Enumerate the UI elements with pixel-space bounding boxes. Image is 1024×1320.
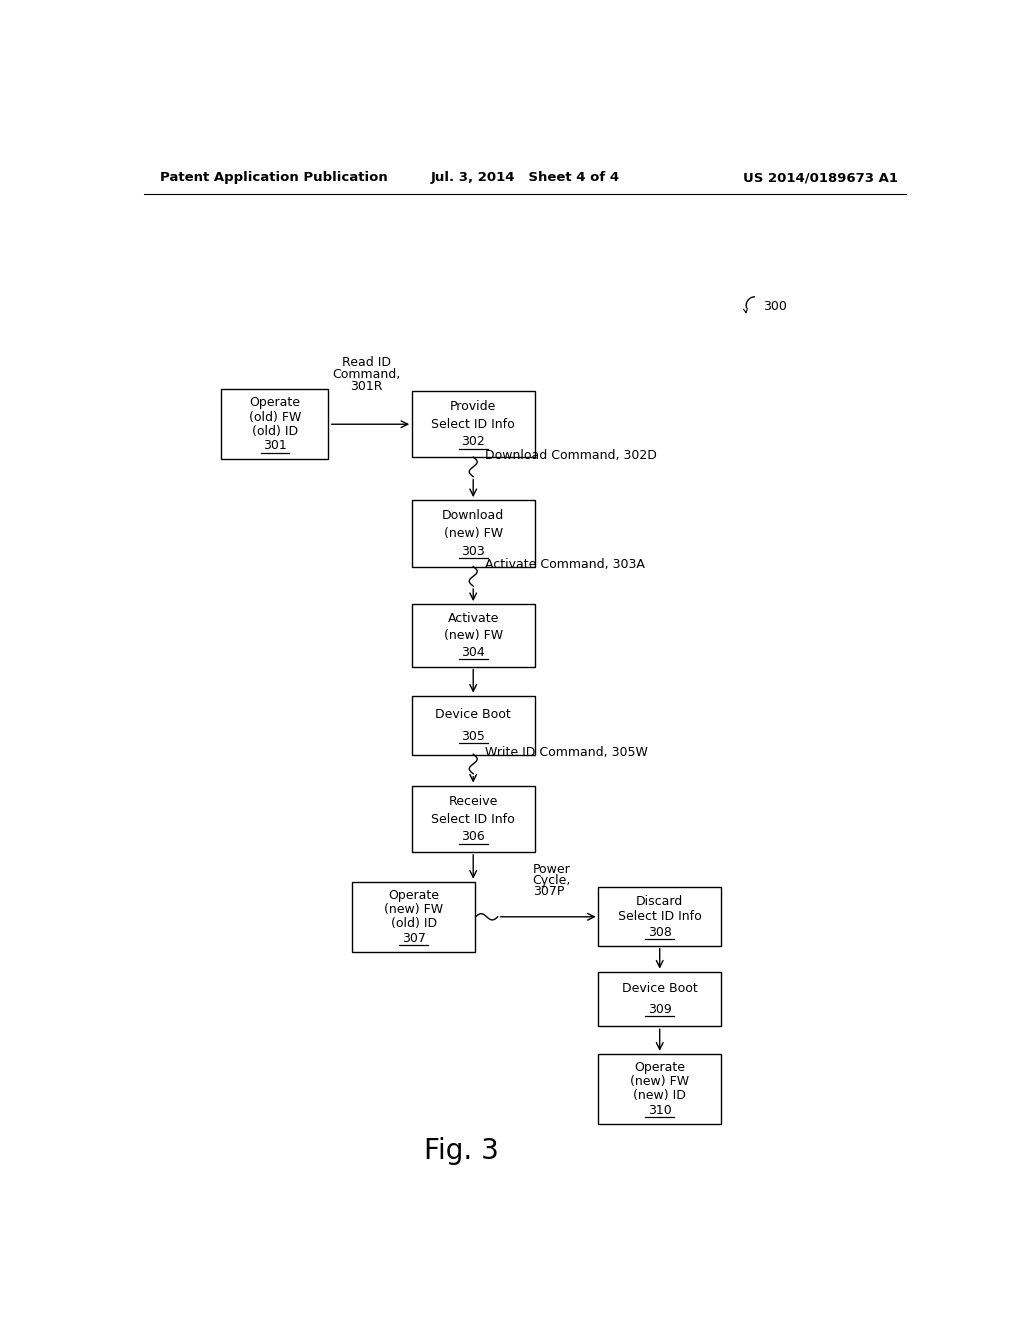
Text: Command,: Command, bbox=[332, 368, 400, 381]
Text: Activate: Activate bbox=[447, 612, 499, 626]
Text: Operate: Operate bbox=[388, 888, 439, 902]
Text: 309: 309 bbox=[648, 1003, 672, 1016]
Text: 302: 302 bbox=[462, 436, 485, 449]
Bar bbox=[412, 391, 535, 458]
Text: Select ID Info: Select ID Info bbox=[431, 813, 515, 825]
Bar bbox=[598, 887, 721, 946]
Text: 305: 305 bbox=[461, 730, 485, 743]
Text: Select ID Info: Select ID Info bbox=[431, 417, 515, 430]
Bar bbox=[412, 605, 535, 667]
Text: Write ID Command, 305W: Write ID Command, 305W bbox=[485, 746, 648, 759]
Text: (new) ID: (new) ID bbox=[633, 1089, 686, 1102]
Bar bbox=[412, 696, 535, 755]
Text: 301R: 301R bbox=[350, 380, 382, 393]
Text: Operate: Operate bbox=[249, 396, 300, 409]
Text: Read ID: Read ID bbox=[342, 356, 390, 370]
Text: Select ID Info: Select ID Info bbox=[617, 911, 701, 923]
Text: (new) FW: (new) FW bbox=[630, 1074, 689, 1088]
Text: (old) ID: (old) ID bbox=[390, 917, 437, 931]
Bar bbox=[598, 1053, 721, 1123]
Text: 300: 300 bbox=[763, 301, 786, 313]
Text: (old) FW: (old) FW bbox=[249, 411, 301, 424]
Text: (new) FW: (new) FW bbox=[384, 903, 443, 916]
Text: Provide: Provide bbox=[450, 400, 497, 413]
Text: 303: 303 bbox=[462, 545, 485, 558]
Text: (new) FW: (new) FW bbox=[443, 527, 503, 540]
Bar bbox=[598, 972, 721, 1026]
Text: 301: 301 bbox=[263, 440, 287, 453]
Text: Fig. 3: Fig. 3 bbox=[424, 1138, 499, 1166]
Text: US 2014/0189673 A1: US 2014/0189673 A1 bbox=[742, 172, 898, 185]
Text: 306: 306 bbox=[462, 830, 485, 843]
Text: 307P: 307P bbox=[532, 884, 564, 898]
Bar bbox=[352, 882, 475, 952]
Text: Receive: Receive bbox=[449, 795, 498, 808]
Text: 308: 308 bbox=[648, 925, 672, 939]
Text: Download Command, 302D: Download Command, 302D bbox=[485, 449, 657, 462]
Bar bbox=[221, 389, 329, 459]
Text: Discard: Discard bbox=[636, 895, 683, 908]
Text: Power: Power bbox=[532, 863, 570, 876]
Text: Device Boot: Device Boot bbox=[435, 708, 511, 721]
Text: Jul. 3, 2014   Sheet 4 of 4: Jul. 3, 2014 Sheet 4 of 4 bbox=[430, 172, 620, 185]
Text: Device Boot: Device Boot bbox=[622, 982, 697, 995]
Bar bbox=[412, 500, 535, 566]
Text: Patent Application Publication: Patent Application Publication bbox=[160, 172, 387, 185]
Text: (new) FW: (new) FW bbox=[443, 628, 503, 642]
Text: Download: Download bbox=[442, 510, 505, 523]
Text: (old) ID: (old) ID bbox=[252, 425, 298, 438]
Text: Cycle,: Cycle, bbox=[532, 874, 571, 887]
Text: 307: 307 bbox=[401, 932, 426, 945]
Text: Activate Command, 303A: Activate Command, 303A bbox=[485, 558, 645, 572]
Bar bbox=[412, 785, 535, 853]
Text: 304: 304 bbox=[462, 645, 485, 659]
Text: Operate: Operate bbox=[634, 1061, 685, 1073]
Text: 310: 310 bbox=[648, 1104, 672, 1117]
